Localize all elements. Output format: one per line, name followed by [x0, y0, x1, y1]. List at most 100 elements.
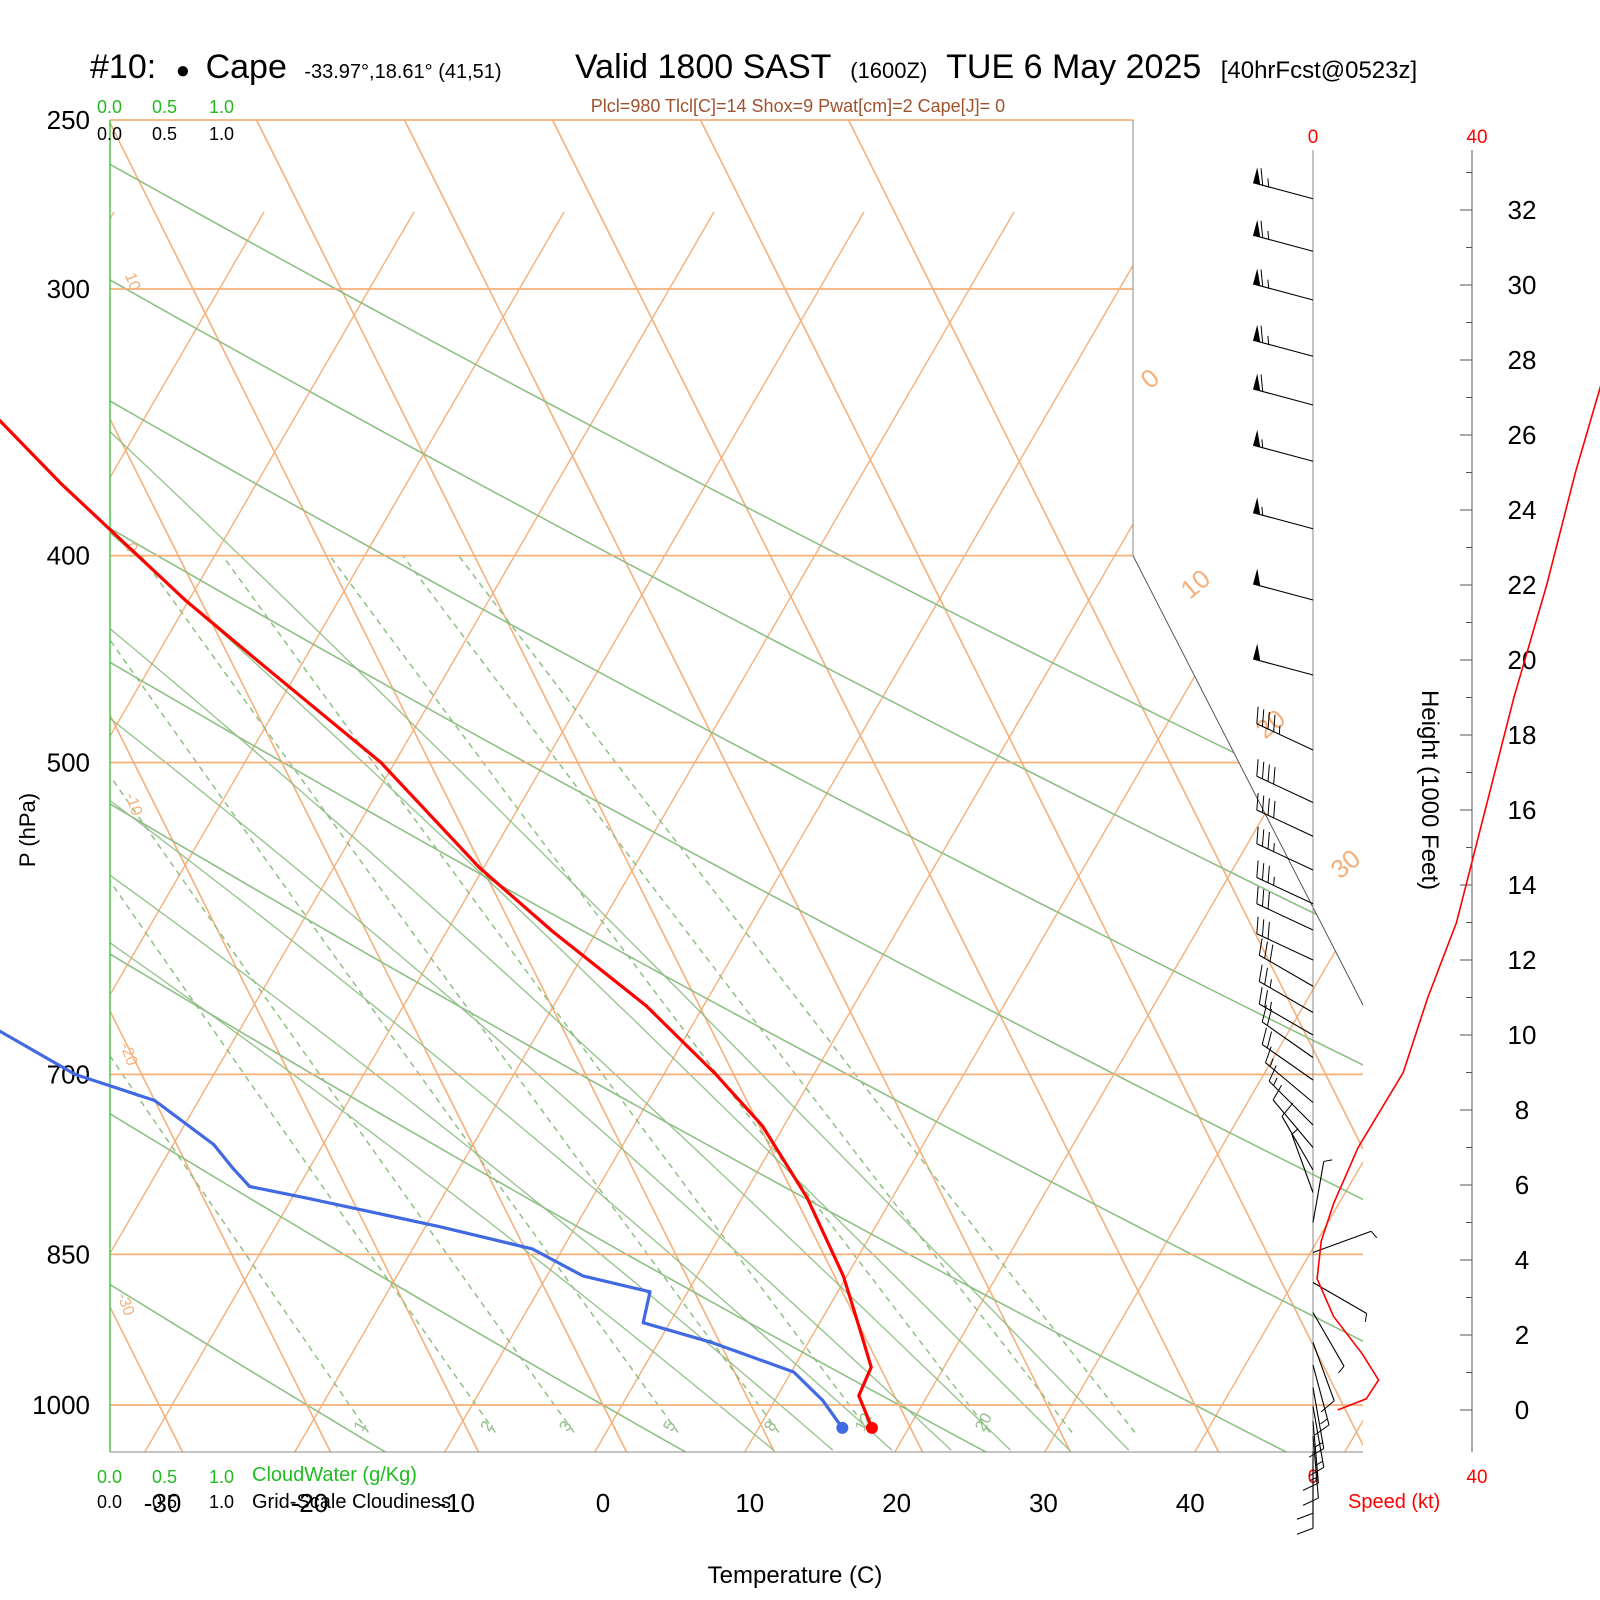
wind-barb-flag	[1261, 889, 1265, 907]
wind-barb-pennant	[1253, 497, 1261, 515]
wind-barb-half-flag	[1269, 1001, 1272, 1011]
isotherm-label: -10	[121, 791, 145, 819]
theta-line	[110, 211, 265, 1452]
wind-barb-staff	[1256, 877, 1314, 905]
wind-barb-staff	[1256, 843, 1314, 871]
wind-speed-profile	[1316, 385, 1600, 1411]
isotherm-label: 10	[1175, 563, 1216, 605]
wind-barb-flag	[1269, 944, 1274, 962]
wind-barb-staff	[1272, 1099, 1314, 1148]
isotherm-label: 30	[1325, 843, 1366, 885]
wind-barb-flag	[1296, 1527, 1314, 1535]
valid-time: Valid 1800 SAST	[575, 48, 831, 86]
temperature-tick-label: -20	[291, 1488, 329, 1518]
station-marker: ●	[176, 57, 191, 84]
wind-barb-flag	[1264, 990, 1268, 1008]
pressure-tick-label: 250	[47, 105, 90, 135]
speed-tick-label: 40	[1466, 127, 1487, 148]
height-axis-title: Height (1000 Feet)	[1416, 690, 1443, 890]
height-tick-label: 0	[1515, 1395, 1529, 1425]
height-tick-label: 28	[1508, 345, 1537, 375]
wind-barb-staff	[1265, 1062, 1314, 1103]
speed-axis: 0040408080120120	[1308, 127, 1488, 1488]
wind-barb-flag	[1260, 168, 1264, 186]
wind-barb-half-flag	[1261, 506, 1264, 516]
wind-barb-flag	[1256, 860, 1259, 878]
isotherm-line	[110, 120, 631, 1452]
wind-barb-half-flag	[1267, 178, 1270, 187]
sounding-profiles	[0, 418, 878, 1434]
isotherm-label: -30	[113, 1291, 137, 1319]
svg-text:#10: ● Cape -33.97: #10: ● Cape -33.97°,18.61° (41,51)	[90, 48, 502, 86]
mixing-ratio-line	[140, 555, 780, 1433]
wind-barb	[1258, 964, 1314, 1013]
wind-barb	[1291, 1128, 1314, 1193]
wind-barb-staff	[1261, 1021, 1314, 1058]
wind-barb-half-flag	[1320, 1418, 1328, 1425]
wind-barb-half-flag	[1315, 1442, 1323, 1448]
pressure-tick-labels: 250 300 400 500 700 850 1000	[32, 105, 90, 1420]
wind-barb-flag	[1258, 964, 1263, 982]
wind-barb-half-flag	[1269, 979, 1272, 988]
wind-barb-flag	[1256, 759, 1259, 777]
wind-barb	[1302, 1436, 1319, 1506]
wind-barb-staff	[1252, 388, 1314, 406]
theta-line	[259, 211, 1015, 1452]
wind-barb-flag	[1267, 921, 1270, 940]
speed-tick-label: 0	[1308, 127, 1319, 148]
cloud-scale-bottom-0: 0.0	[97, 1492, 122, 1512]
mixing-ratio-line	[402, 555, 1073, 1433]
theta-line	[1460, 212, 1600, 1512]
wind-barb	[1312, 1282, 1368, 1323]
wind-barb-flag	[1261, 1027, 1267, 1045]
wind-barb-pennant	[1253, 429, 1261, 448]
wind-barb-flag	[1302, 1497, 1319, 1506]
wind-barb-half-flag	[1267, 335, 1270, 345]
wind-barb-pennant	[1253, 643, 1261, 661]
wind-barb-half-flag	[1273, 843, 1275, 852]
theta-line	[110, 211, 415, 1452]
wind-barb-pennant	[1253, 167, 1261, 185]
wind-barb	[1312, 1230, 1378, 1254]
surface-temperature-dot	[865, 1421, 878, 1434]
wind-barb-flag	[1308, 1448, 1325, 1458]
skew-boundary-line	[1132, 555, 1364, 1006]
wind-barb	[1252, 373, 1314, 406]
cw-scale-0: 0.0	[97, 97, 122, 117]
wind-barb-staff	[1312, 1364, 1330, 1426]
wind-barb-flag	[1256, 916, 1259, 934]
station-coords: -33.97°,18.61° (41,51)	[304, 61, 501, 83]
wind-barb	[1312, 1312, 1345, 1374]
theta-line	[1009, 211, 1363, 1452]
wind-barb	[1312, 1159, 1333, 1223]
dry-adiabat-curve	[110, 120, 398, 1452]
temperature-tick-label: 10	[735, 1488, 764, 1518]
wind-barb-flag	[1256, 706, 1259, 724]
station-name: Cape	[206, 48, 287, 86]
wind-barb-staff	[1256, 903, 1314, 931]
moist-adiabat-curve	[110, 120, 834, 1451]
wind-barb-staff	[1259, 981, 1314, 1013]
cloudwater-label: CloudWater (g/Kg)	[252, 1464, 417, 1486]
wind-barb-staff	[1252, 658, 1314, 676]
wind-barb-staff	[1312, 1387, 1325, 1449]
svg-text:Valid 1800 SAST (1600Z): Valid 1800 SAST (1600Z) TUE 6 May 2025 […	[575, 48, 1417, 86]
cloud-scale-1: 0.5	[152, 124, 177, 144]
isotherm-line	[236, 120, 927, 1452]
wind-barb-flag	[1261, 829, 1265, 847]
cloud-scale-0: 0.0	[97, 124, 122, 144]
wind-barb-flag	[1258, 938, 1263, 956]
wind-barb-pennant	[1253, 373, 1261, 391]
wind-barb	[1252, 167, 1314, 200]
wind-barb-flag	[1296, 1512, 1314, 1520]
wind-barb	[1268, 1065, 1314, 1126]
pressure-tick-label: 850	[47, 1239, 90, 1269]
temperature-tick-label: 30	[1029, 1488, 1058, 1518]
wind-barb	[1258, 987, 1314, 1036]
wind-barb-panel	[1252, 150, 1378, 1535]
wind-barb-flag	[1266, 1031, 1273, 1049]
wind-barb	[1256, 759, 1314, 803]
temperature-tick-label: -30	[144, 1488, 182, 1518]
cloudiness-label: Grid-Scale Cloudiness	[252, 1491, 451, 1513]
wind-barb-flag	[1267, 831, 1270, 850]
